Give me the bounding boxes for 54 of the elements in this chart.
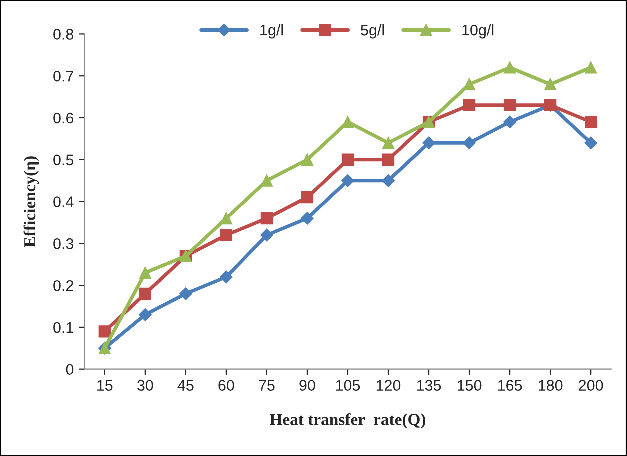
y-tick-label: 0.7	[54, 70, 74, 82]
x-tick-label: 135	[417, 380, 442, 391]
point	[301, 212, 314, 225]
point	[260, 228, 274, 242]
point	[504, 62, 516, 74]
point	[220, 229, 233, 242]
x-tick-label: 165	[498, 380, 522, 391]
y-axis-title: Efficiency(η)	[24, 156, 40, 248]
legend-label: 1g/l	[260, 24, 284, 39]
legend-label: 10g/l	[462, 24, 494, 39]
x-tick-label: 105	[336, 380, 360, 391]
y-tick-label: 0.1	[54, 322, 74, 334]
x-tick-label: 15	[98, 380, 113, 391]
point	[139, 308, 152, 322]
point	[342, 174, 354, 188]
x-tick-label: 150	[458, 380, 482, 391]
x-axis-title: Heat transfer rate(Q)	[270, 413, 426, 429]
x-tick-label: 120	[376, 380, 401, 391]
y-tick-label: 0	[66, 364, 74, 376]
y-tick-label: 0.6	[54, 112, 74, 124]
point	[382, 137, 395, 150]
point	[180, 288, 192, 300]
point	[382, 174, 395, 188]
y-tick-label: 0.2	[54, 280, 74, 292]
point	[544, 78, 557, 91]
point	[463, 136, 476, 150]
point	[504, 116, 516, 129]
x-tick-label: 180	[538, 380, 563, 391]
point	[139, 288, 152, 300]
x-tick-label: 30	[138, 380, 154, 391]
point	[301, 154, 314, 166]
x-tick-label: 75	[259, 380, 275, 391]
point	[422, 136, 436, 150]
point	[584, 62, 598, 74]
x-tick-label: 60	[218, 380, 234, 391]
point	[584, 116, 598, 128]
point	[584, 136, 598, 150]
legend-label: 5g/l	[361, 24, 384, 39]
point	[260, 212, 274, 225]
y-tick-label: 0.3	[54, 238, 74, 250]
y-tick-label: 0.8	[54, 29, 74, 40]
point	[139, 266, 152, 280]
x-tick-label: 45	[178, 380, 194, 391]
x-tick-label: 200	[579, 380, 604, 391]
point	[504, 99, 516, 112]
y-tick-label: 0.5	[54, 154, 74, 166]
point	[98, 326, 111, 338]
x-tick-label: 90	[300, 380, 316, 391]
y-tick-label: 0.4	[54, 196, 74, 208]
point	[463, 99, 476, 112]
point	[301, 192, 314, 204]
point	[220, 270, 233, 284]
point	[382, 154, 395, 166]
point	[342, 154, 354, 166]
